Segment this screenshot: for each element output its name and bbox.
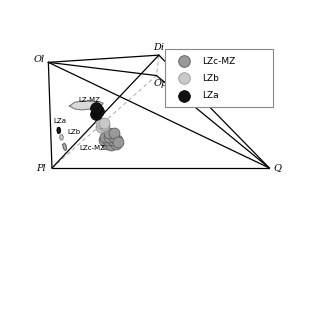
Point	[182, 58, 187, 64]
Point	[115, 137, 120, 143]
Point	[95, 108, 100, 113]
Text: Pl: Pl	[36, 164, 46, 173]
Point	[111, 134, 116, 139]
Point	[107, 134, 112, 139]
Point	[102, 134, 107, 139]
Point	[182, 93, 187, 98]
Point	[93, 105, 98, 110]
Point	[101, 120, 106, 126]
Text: LZb: LZb	[67, 130, 80, 135]
Point	[116, 139, 121, 144]
Point	[111, 130, 116, 135]
Point	[109, 143, 114, 148]
Text: LZc-MZ: LZc-MZ	[202, 57, 235, 66]
Point	[93, 112, 98, 117]
Text: LZ-MZ: LZ-MZ	[78, 97, 100, 103]
Point	[182, 76, 187, 81]
Point	[101, 137, 106, 143]
Point	[98, 125, 103, 130]
Point	[104, 141, 109, 146]
FancyBboxPatch shape	[165, 49, 273, 107]
Polygon shape	[63, 143, 67, 151]
Point	[110, 137, 115, 143]
Polygon shape	[60, 135, 63, 140]
Text: LZb: LZb	[202, 74, 219, 83]
Text: Ol: Ol	[33, 55, 45, 64]
Point	[106, 137, 111, 143]
Point	[98, 120, 103, 126]
Polygon shape	[57, 128, 60, 133]
Polygon shape	[69, 101, 103, 110]
Point	[107, 130, 112, 135]
Text: LZc-MZ: LZc-MZ	[80, 145, 106, 151]
Text: Di: Di	[153, 43, 164, 51]
Text: Q: Q	[273, 164, 281, 173]
Text: LZa: LZa	[202, 91, 219, 100]
Text: Opx: Opx	[154, 79, 174, 88]
Text: LZa: LZa	[54, 118, 67, 124]
Point	[113, 141, 118, 146]
Point	[101, 122, 106, 128]
